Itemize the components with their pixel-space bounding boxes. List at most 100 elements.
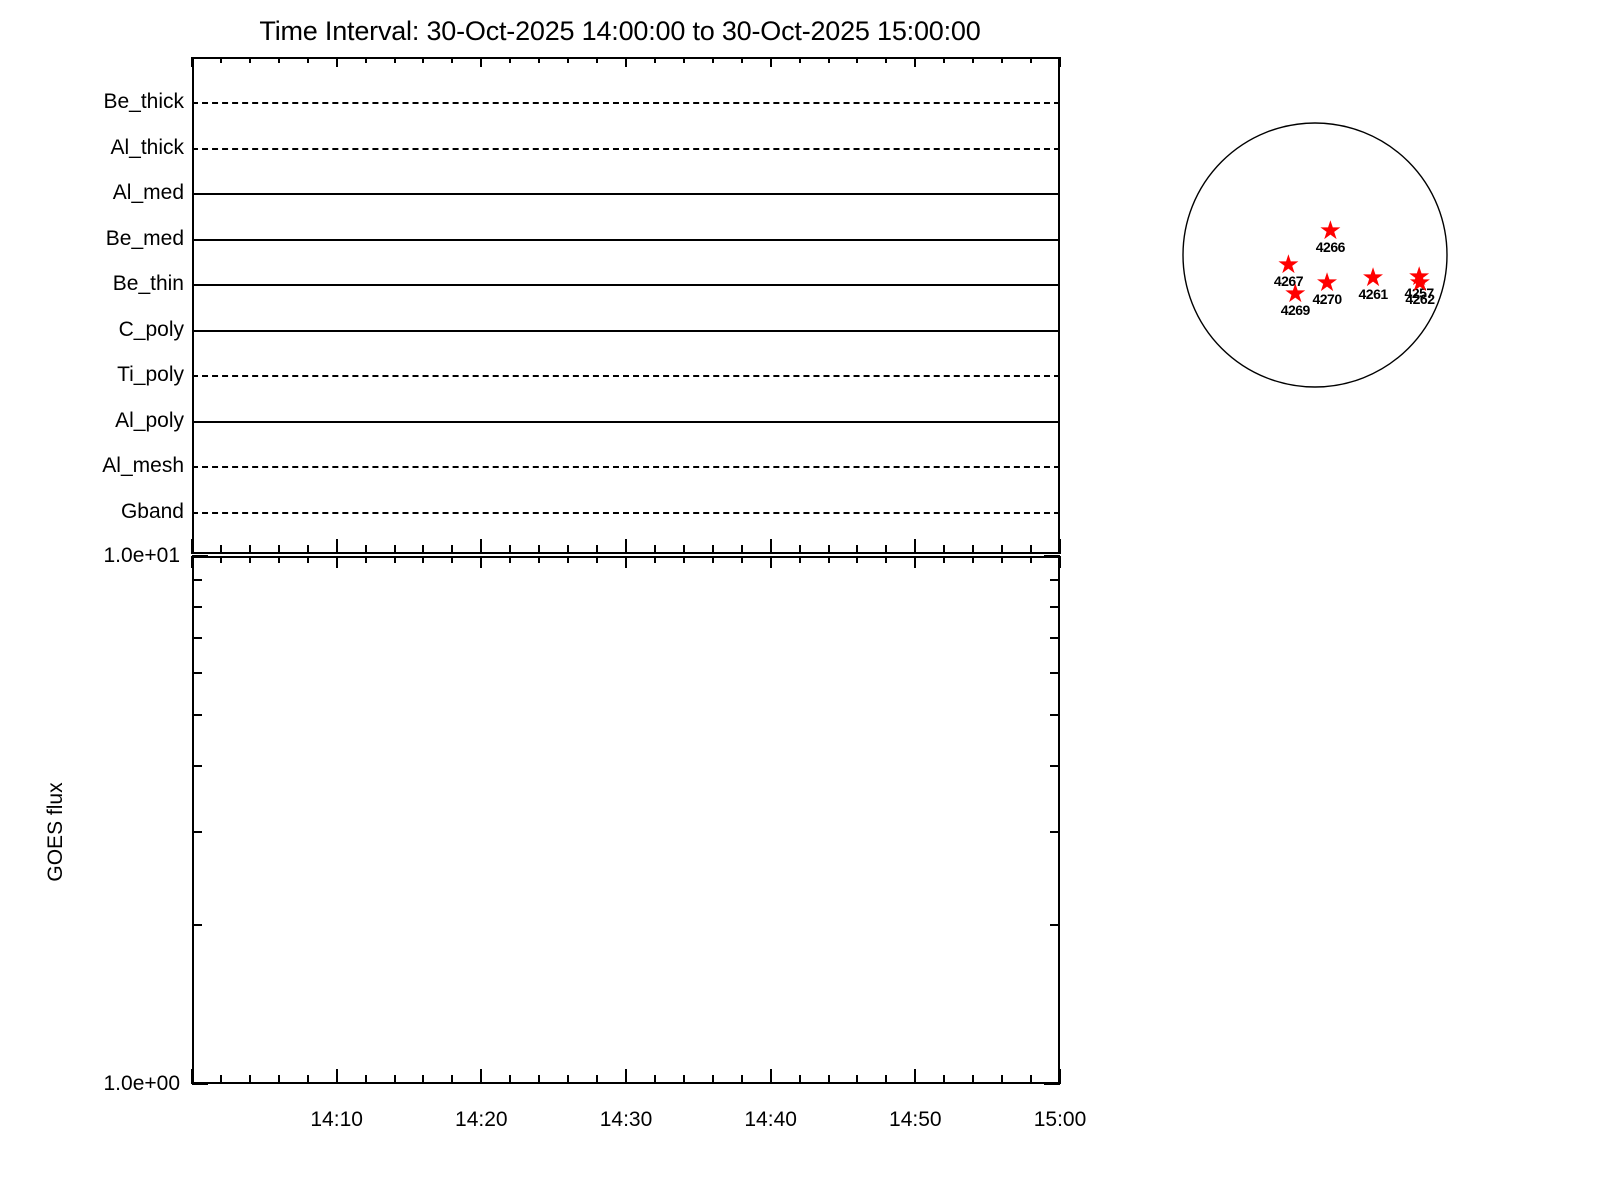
goes-flux-y-tick-0: 1.0e+01 <box>103 544 181 567</box>
lower-x-tick-top-10 <box>335 556 338 568</box>
solar-disk-circle <box>1182 122 1448 388</box>
upper-x-tick-top-26 <box>567 57 570 63</box>
upper-x-tick-34 <box>682 545 685 554</box>
lower-x-tick-20 <box>480 1069 483 1084</box>
filter-label-al_med: Al_med <box>112 181 184 204</box>
lower-x-tick-top-52 <box>943 556 946 563</box>
lower-x-tick-top-28 <box>596 556 599 563</box>
active-region-label-4261: 4261 <box>1358 286 1389 303</box>
upper-x-tick-top-8 <box>306 57 309 63</box>
upper-x-tick-32 <box>653 545 656 554</box>
upper-x-tick-60 <box>1059 539 1061 554</box>
filter-line-al_med <box>192 193 1060 195</box>
upper-x-tick-top-2 <box>219 57 222 63</box>
upper-x-tick-52 <box>943 545 946 554</box>
filter-availability-panel <box>192 57 1060 554</box>
lower-y-minor-tick-8 <box>192 606 202 609</box>
lower-x-tick-48 <box>885 1075 888 1084</box>
lower-x-tick-top-22 <box>509 556 512 563</box>
x-tick-label-14-30: 14:30 <box>599 1108 653 1131</box>
active-region-star-icon-4267: ★ <box>1276 249 1301 280</box>
lower-x-tick-top-4 <box>248 556 251 563</box>
filter-label-ti_poly: Ti_poly <box>117 363 184 386</box>
filter-label-be_med: Be_med <box>105 226 184 250</box>
x-tick-label-14-20: 14:20 <box>455 1108 508 1131</box>
upper-x-tick-top-60 <box>1059 57 1061 67</box>
filter-line-gband <box>192 511 1060 514</box>
active-region-star-icon-4270: ★ <box>1315 267 1339 298</box>
upper-x-tick-top-46 <box>856 57 859 63</box>
filter-line-al_thick <box>192 147 1060 150</box>
upper-x-tick-top-12 <box>364 57 367 63</box>
upper-x-tick-top-54 <box>972 57 975 63</box>
active-region-star-icon-4261: ★ <box>1361 262 1385 293</box>
lower-y-minor-tick-6 <box>192 672 202 675</box>
lower-x-tick-58 <box>1030 1075 1033 1084</box>
lower-x-tick-18 <box>451 1075 454 1084</box>
upper-x-tick-36 <box>711 545 714 554</box>
upper-x-tick-top-48 <box>885 57 888 63</box>
lower-y-minor-tick-right-2 <box>1050 924 1060 927</box>
lower-y-minor-tick-right-8 <box>1050 606 1060 609</box>
active-region-label-4257: 4257 <box>1404 285 1435 302</box>
lower-x-tick-46 <box>856 1075 859 1084</box>
upper-x-tick-40 <box>769 539 772 554</box>
x-tick-label-14-50: 14:50 <box>889 1108 942 1131</box>
lower-x-tick-12 <box>364 1075 367 1084</box>
lower-x-tick-56 <box>1001 1075 1004 1084</box>
active-region-label-4266: 4266 <box>1315 238 1346 255</box>
active-region-star-icon-4257: ★ <box>1407 261 1431 292</box>
upper-x-tick-top-58 <box>1030 57 1033 63</box>
lower-y-major-tick-0 <box>192 1083 208 1085</box>
lower-x-tick-52 <box>943 1075 946 1084</box>
x-tick-label-14-10: 14:10 <box>310 1108 363 1131</box>
lower-x-tick-top-16 <box>422 556 425 563</box>
filter-line-al_poly <box>192 420 1060 423</box>
filter-label-gband: Gband <box>120 499 184 523</box>
lower-x-tick-top-36 <box>711 556 714 563</box>
upper-x-tick-38 <box>740 545 743 554</box>
filter-line-c_poly <box>192 329 1060 332</box>
upper-x-tick-top-40 <box>769 57 772 67</box>
upper-x-tick-top-6 <box>277 57 280 63</box>
lower-x-tick-44 <box>827 1075 830 1084</box>
goes-flux-y-tick-1: 1.0e+00 <box>103 1072 181 1095</box>
lower-y-major-tick-right-0 <box>1044 1083 1060 1085</box>
lower-x-tick-top-38 <box>740 556 743 563</box>
lower-y-minor-tick-right-3 <box>1050 831 1060 834</box>
lower-y-minor-tick-7 <box>192 636 202 639</box>
active-region-label-4262: 4262 <box>1405 291 1435 308</box>
lower-y-major-tick-right-1 <box>1044 555 1060 557</box>
upper-x-tick-0 <box>191 539 193 554</box>
lower-x-tick-top-32 <box>653 556 656 563</box>
filter-line-al_mesh <box>192 466 1060 468</box>
y-axis-title: GOES flux <box>44 782 67 882</box>
solar-disk: ★ 4266 ★ 4267 ★ 4269 ★ 4270 ★ 4261 ★ 4257 ★ 4262 <box>1178 118 1452 392</box>
lower-x-tick-38 <box>740 1075 743 1084</box>
lower-y-minor-tick-2 <box>192 924 202 927</box>
lower-x-tick-top-18 <box>451 556 454 563</box>
upper-x-tick-48 <box>885 545 888 554</box>
lower-x-tick-32 <box>653 1075 656 1084</box>
lower-x-tick-top-12 <box>364 556 367 563</box>
upper-x-tick-16 <box>422 545 425 554</box>
upper-x-tick-top-30 <box>625 57 627 67</box>
upper-x-tick-56 <box>1001 545 1004 554</box>
lower-x-tick-top-40 <box>769 556 772 568</box>
lower-y-minor-tick-4 <box>192 765 202 768</box>
lower-x-tick-top-14 <box>393 556 396 563</box>
lower-x-tick-2 <box>219 1075 222 1084</box>
lower-y-minor-tick-right-6 <box>1050 672 1060 675</box>
filter-label-be_thin: Be_thin <box>112 272 184 295</box>
upper-x-tick-26 <box>567 545 570 554</box>
upper-x-tick-18 <box>451 545 454 554</box>
upper-x-tick-22 <box>509 545 512 554</box>
upper-x-tick-46 <box>856 545 859 554</box>
lower-x-tick-top-60 <box>1059 556 1061 568</box>
x-tick-label-15-00: 15:00 <box>1033 1108 1087 1131</box>
lower-x-tick-top-54 <box>972 556 975 563</box>
active-region-star-icon-4262: ★ <box>1408 267 1432 298</box>
upper-x-tick-top-52 <box>943 57 946 63</box>
lower-x-tick-10 <box>335 1069 338 1084</box>
lower-x-tick-top-48 <box>885 556 888 563</box>
